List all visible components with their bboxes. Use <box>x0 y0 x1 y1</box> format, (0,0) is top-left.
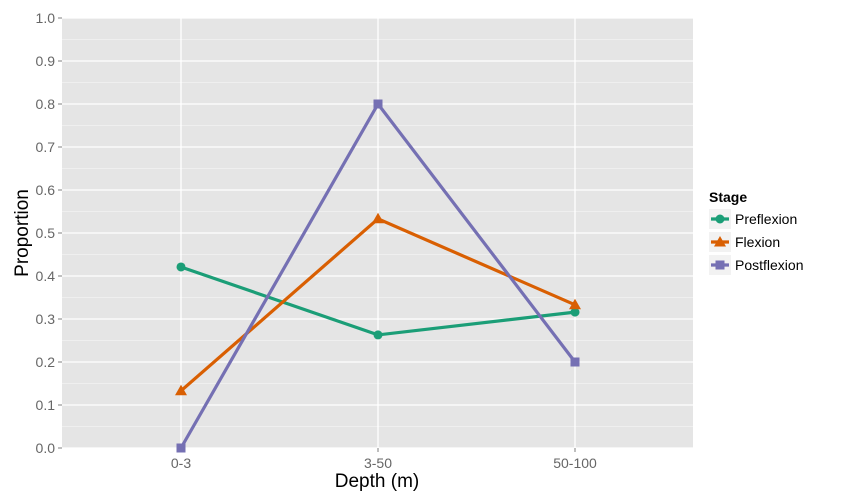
legend-label: Preflexion <box>735 211 797 227</box>
y-tick-label: 0.2 <box>36 354 56 370</box>
x-axis: 0-3 3-50 50-100 <box>171 448 597 471</box>
legend-item-postflexion: Postflexion <box>709 255 803 275</box>
data-point-flexion <box>569 298 581 310</box>
y-tick-label: 0.1 <box>36 397 56 413</box>
data-point-postflexion <box>570 357 580 367</box>
x-tick-label: 3-50 <box>364 455 392 471</box>
y-tick-label: 0.9 <box>36 53 56 69</box>
legend-marker-flexion <box>714 236 726 247</box>
y-axis: 0.0 0.1 0.2 0.3 0.4 0.5 0.6 0.7 0.8 0.9 1.0 <box>36 10 62 456</box>
legend-label: Postflexion <box>735 257 803 273</box>
y-tick-label: 0.7 <box>36 139 56 155</box>
data-point-preflexion <box>570 307 580 317</box>
legend-marker-preflexion <box>715 214 725 224</box>
y-tick-label: 0.4 <box>36 268 56 284</box>
data-point-postflexion <box>176 443 186 453</box>
legend: Stage Preflexion Flexion Postflexion <box>709 189 803 275</box>
legend-title: Stage <box>709 189 747 205</box>
legend-label: Flexion <box>735 234 780 250</box>
y-tick-label: 0.6 <box>36 182 56 198</box>
x-tick-label: 0-3 <box>171 455 191 471</box>
data-point-preflexion <box>176 262 186 272</box>
y-tick-label: 0.8 <box>36 96 56 112</box>
data-point-flexion <box>175 384 187 396</box>
x-axis-title: Depth (m) <box>335 471 419 492</box>
legend-item-flexion: Flexion <box>709 232 780 252</box>
data-point-postflexion <box>373 99 383 109</box>
y-tick-label: 0.0 <box>36 440 56 456</box>
legend-item-preflexion: Preflexion <box>709 209 797 229</box>
series-layer <box>175 99 581 453</box>
data-point-preflexion <box>373 330 383 340</box>
data-point-flexion <box>372 212 384 224</box>
y-axis-title: Proportion <box>12 189 33 277</box>
y-tick-label: 1.0 <box>36 10 56 26</box>
y-tick-label: 0.3 <box>36 311 56 327</box>
y-tick-label: 0.5 <box>36 225 56 241</box>
x-tick-label: 50-100 <box>553 455 597 471</box>
legend-marker-postflexion <box>715 260 725 270</box>
